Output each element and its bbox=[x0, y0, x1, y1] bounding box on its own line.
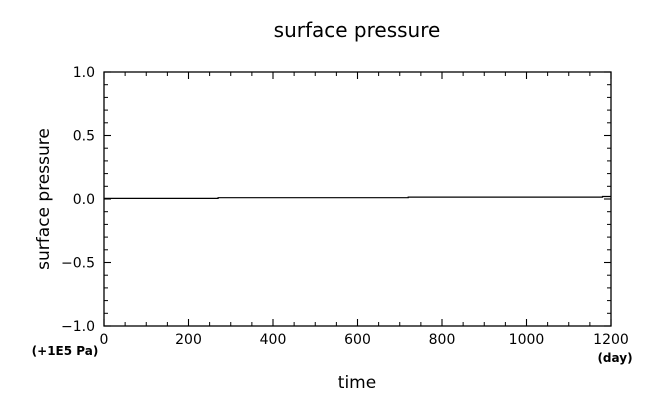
x-tick-label: 1200 bbox=[593, 332, 629, 348]
x-tick-label: 200 bbox=[175, 332, 202, 348]
y-axis-label: surface pressure bbox=[34, 128, 54, 270]
chart-title: surface pressure bbox=[274, 18, 441, 42]
x-tick-label: 0 bbox=[100, 332, 109, 348]
axis-tick-labels: 0 200 400 600 800 1000 1200 −1.0 −0.5 0.0 0.5 1.0 bbox=[61, 65, 629, 348]
x-tick-label: 1000 bbox=[509, 332, 545, 348]
x-tick-label: 800 bbox=[429, 332, 456, 348]
x-unit-label: (day) bbox=[597, 351, 632, 365]
y-tick-label: 0.5 bbox=[73, 129, 95, 145]
y-tick-label: −0.5 bbox=[61, 256, 95, 272]
y-tick-label: −1.0 bbox=[61, 319, 95, 335]
y-tick-label: 1.0 bbox=[73, 65, 95, 81]
x-tick-label: 600 bbox=[344, 332, 371, 348]
x-axis-label: time bbox=[338, 373, 376, 393]
series-layer bbox=[104, 195, 611, 199]
series-line bbox=[104, 195, 611, 199]
y-tick-label: 0.0 bbox=[73, 192, 95, 208]
axis-ticks bbox=[103, 71, 612, 327]
y-unit-label: (+1E5 Pa) bbox=[32, 344, 99, 358]
x-tick-label: 400 bbox=[260, 332, 287, 348]
